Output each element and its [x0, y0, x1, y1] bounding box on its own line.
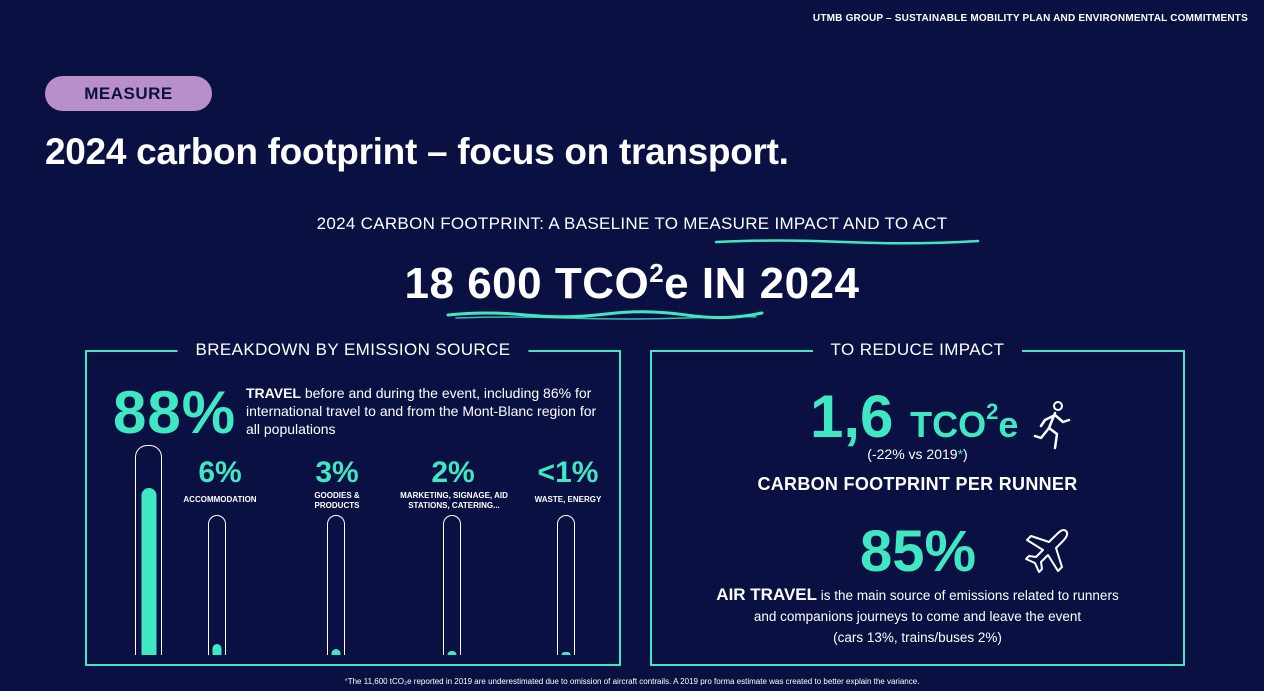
total-suffix: e IN 2024: [664, 259, 860, 308]
bar-fill-accommodation: [212, 644, 222, 655]
bar-marketing: [443, 515, 461, 655]
bar-label-goodies: GOODIES & PRODUCTS: [314, 491, 360, 510]
runner-unit: TCO2e: [910, 399, 1019, 445]
runner-icon: [1033, 401, 1071, 450]
measure-tag: MEASURE: [45, 76, 212, 111]
bar-pct-goodies: 3%: [315, 456, 359, 489]
bar-label-marketing: MARKETING, SIGNAGE, AID STATIONS, CATERI…: [400, 491, 508, 510]
travel-desc: TRAVEL before and during the event, incl…: [246, 384, 606, 438]
travel-bar: [135, 445, 162, 655]
subtitle: 2024 CARBON FOOTPRINT: A BASELINE TO MEA…: [0, 214, 1264, 234]
breakdown-panel: BREAKDOWN BY EMISSION SOURCE: [85, 340, 621, 666]
subtitle-underline: [714, 239, 980, 245]
footnote: *The 11,600 tCO₂e reported in 2019 are u…: [344, 677, 920, 686]
total-underline: [446, 310, 764, 320]
total-emissions: 18 600 TCO2e IN 2024: [0, 258, 1264, 309]
bar-fill-goodies: [331, 649, 341, 655]
reduce-title: TO REDUCE IMPACT: [812, 340, 1023, 360]
total-prefix: 18: [404, 259, 468, 308]
subtitle-prefix: 2024 CARBON FOOTPRINT: A BASELINE TO: [316, 214, 684, 233]
runner-label: CARBON FOOTPRINT PER RUNNER: [757, 474, 1078, 494]
reduce-panel: TO REDUCE IMPACT: [650, 340, 1185, 666]
air-label: AIR TRAVEL: [716, 585, 818, 604]
bar-pct-accommodation: 6%: [198, 456, 242, 489]
bar-label-accommodation: ACCOMMODATION: [183, 495, 257, 504]
bar-pct-marketing: 2%: [431, 456, 475, 489]
breakdown-title: BREAKDOWN BY EMISSION SOURCE: [177, 340, 529, 360]
bar-fill-waste: [561, 652, 571, 655]
bar-label-waste: WASTE, ENERGY: [534, 495, 602, 504]
bar-waste: [557, 515, 575, 655]
airplane-icon: [1025, 528, 1069, 573]
page-title: 2024 carbon footprint – focus on transpo…: [45, 131, 789, 172]
runner-co2: 1,6 TCO2e: [810, 382, 1018, 451]
subtitle-highlight: MEASURE IMPACT AND TO ACT: [683, 214, 948, 233]
bar-pct-waste: <1%: [537, 456, 599, 489]
runner-delta: (-22% vs 2019*): [867, 446, 968, 462]
bar-fill-marketing: [447, 651, 457, 655]
bar-accommodation: [208, 515, 226, 655]
travel-desc-text: before and during the event, including 8…: [246, 385, 597, 437]
total-sup: 2: [649, 258, 665, 288]
air-desc: AIR TRAVEL is the main source of emissio…: [716, 585, 1119, 645]
header-text: UTMB GROUP – SUSTAINABLE MOBILITY PLAN A…: [812, 13, 1248, 24]
total-value: 600 TCO: [467, 259, 650, 308]
bar-goodies: [327, 515, 345, 655]
air-pct: 85%: [860, 519, 977, 584]
travel-bar-fill: [141, 488, 156, 655]
travel-label: TRAVEL: [246, 385, 301, 401]
runner-value: 1,6: [810, 383, 894, 450]
travel-pct: 88%: [113, 379, 237, 446]
